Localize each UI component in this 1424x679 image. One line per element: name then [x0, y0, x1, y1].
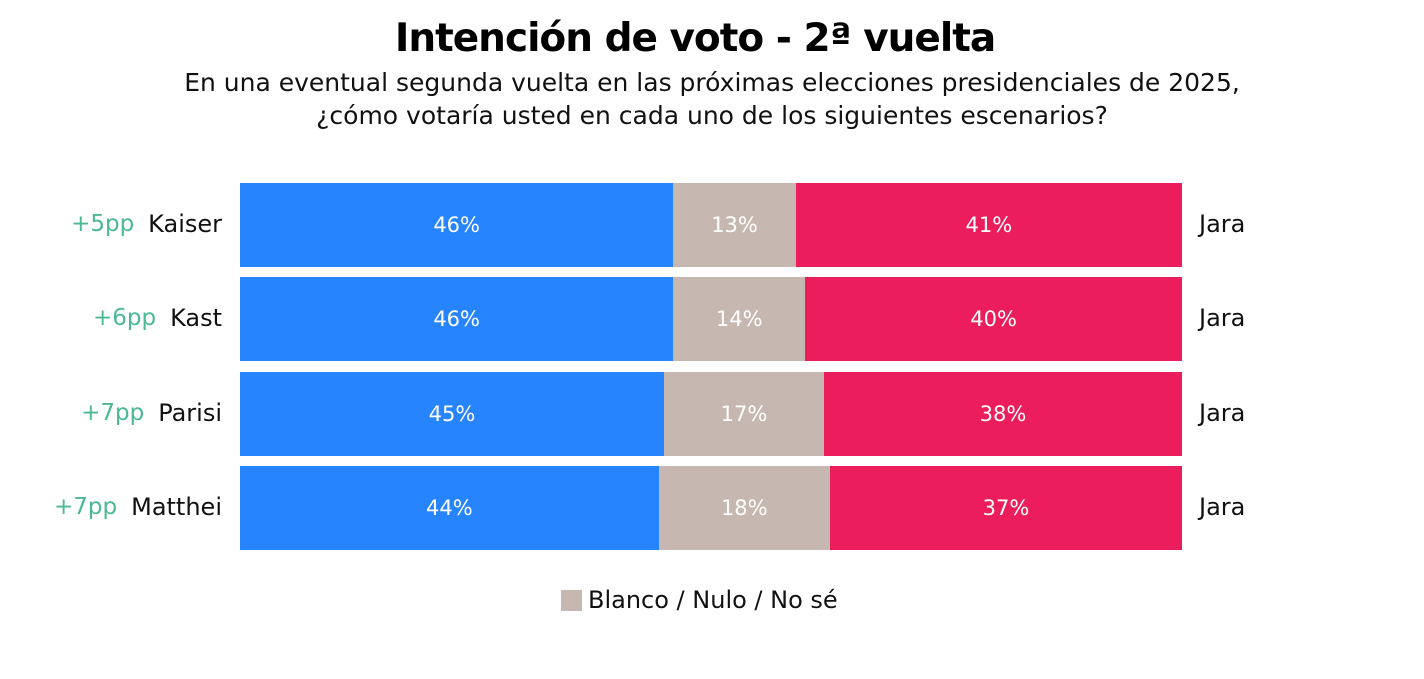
- opponent-label: Jara: [1199, 210, 1246, 238]
- bar-row: Parisi +7pp 45% 17% 38% Jara: [0, 372, 1424, 456]
- data-label: 41%: [965, 213, 1013, 237]
- bar-row: Matthei +7pp 44% 18% 37% Jara: [0, 466, 1424, 550]
- legend-swatch: [561, 589, 582, 611]
- margin-label: +7pp: [81, 400, 145, 426]
- category-label: Matthei: [131, 493, 222, 521]
- data-label: 17%: [720, 402, 768, 426]
- subtitle-line-1: En una eventual segunda vuelta en las pr…: [184, 68, 1240, 97]
- category-label: Kaiser: [148, 210, 222, 238]
- bar-row: Kast +6pp 46% 14% 40% Jara: [0, 277, 1424, 361]
- margin-label: +5pp: [71, 211, 135, 237]
- blank-null-segment: 13%: [673, 183, 796, 267]
- data-label: 18%: [720, 496, 768, 520]
- stacked-bar: 45% 17% 38%: [240, 372, 1182, 456]
- stacked-bar: 46% 14% 40%: [240, 277, 1182, 361]
- blank-null-segment: 14%: [673, 277, 806, 361]
- data-label: 13%: [711, 213, 758, 237]
- blank-null-segment: 18%: [658, 466, 830, 550]
- data-label: 14%: [715, 307, 763, 331]
- category-label: Kast: [170, 304, 222, 332]
- blank-null-segment: 17%: [663, 372, 825, 456]
- opponent-segment: 40%: [805, 277, 1182, 361]
- stacked-bar: 46% 13% 41%: [240, 183, 1182, 267]
- data-label: 37%: [982, 496, 1030, 520]
- leading-candidate-segment: 44%: [240, 466, 659, 550]
- category-label: Parisi: [158, 399, 222, 427]
- leading-candidate-segment: 46%: [240, 183, 674, 267]
- legend: Blanco / Nulo / No sé: [561, 586, 838, 614]
- data-label: 46%: [433, 213, 480, 237]
- opponent-label: Jara: [1199, 493, 1246, 521]
- chart-title: Intención de voto - 2ª vuelta: [394, 16, 996, 61]
- subtitle-line-2: ¿cómo votaría usted en cada uno de los s…: [316, 101, 1108, 130]
- data-label: 46%: [433, 307, 480, 331]
- margin-label: +7pp: [54, 494, 118, 520]
- margin-label: +6pp: [92, 305, 157, 331]
- data-label: 45%: [428, 402, 476, 426]
- data-label: 40%: [970, 307, 1017, 331]
- data-label: 38%: [979, 402, 1027, 426]
- opponent-label: Jara: [1199, 399, 1246, 427]
- opponent-segment: 38%: [824, 372, 1182, 456]
- legend-label: Blanco / Nulo / No sé: [588, 586, 838, 614]
- opponent-segment: 41%: [795, 183, 1182, 267]
- data-label: 44%: [425, 496, 473, 520]
- opponent-label: Jara: [1199, 304, 1246, 332]
- opponent-segment: 37%: [829, 466, 1182, 550]
- chart-subtitle: En una eventual segunda vuelta en las pr…: [0, 66, 1424, 132]
- leading-candidate-segment: 46%: [240, 277, 674, 361]
- bar-row: Kaiser +5pp 46% 13% 41% Jara: [0, 183, 1424, 267]
- leading-candidate-segment: 45%: [240, 372, 664, 456]
- stacked-bar: 44% 18% 37%: [240, 466, 1182, 550]
